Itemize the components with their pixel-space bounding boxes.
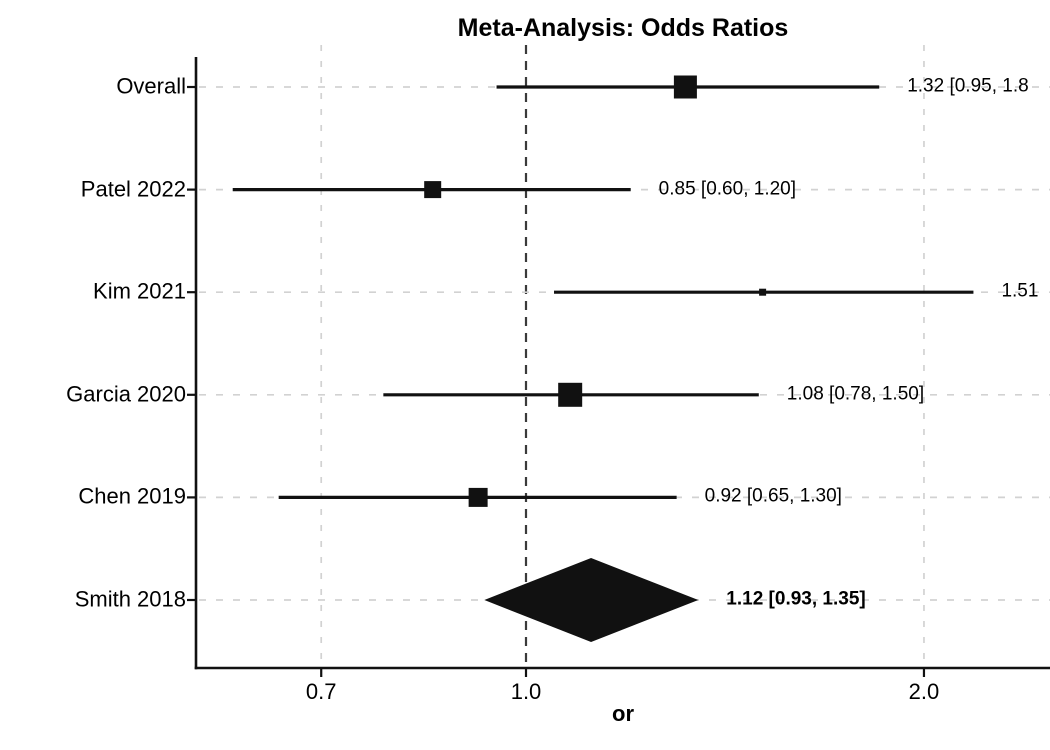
estimate-annotation: 1.08 [0.78, 1.50] [786, 383, 925, 405]
estimate-marker [468, 487, 488, 507]
estimate-annotation: 1.51 [1001, 280, 1039, 302]
study-label: Patel 2022 [80, 176, 186, 202]
x-axis-label: or [612, 701, 634, 726]
summary-diamond [484, 558, 699, 642]
x-tick-label: 1.0 [510, 679, 542, 704]
chart-title: Meta-Analysis: Odds Ratios [457, 14, 789, 42]
study-label: Overall [116, 73, 186, 99]
study-label: Chen 2019 [78, 483, 186, 509]
estimate-annotation: 0.92 [0.65, 1.30] [704, 485, 842, 507]
estimate-marker [759, 288, 767, 296]
estimate-annotation: 1.12 [0.93, 1.35] [726, 588, 866, 610]
x-tick-label: 2.0 [908, 679, 940, 704]
estimate-annotation: 1.32 [0.95, 1.8 [907, 75, 1029, 97]
x-tick-label: 0.7 [305, 679, 337, 704]
study-label: Kim 2021 [93, 278, 186, 304]
estimate-marker [424, 181, 442, 199]
study-label: Smith 2018 [74, 586, 186, 612]
estimate-marker [558, 382, 583, 407]
estimate-marker [673, 75, 697, 99]
study-label: Garcia 2020 [66, 381, 186, 407]
estimate-annotation: 0.85 [0.60, 1.20] [658, 178, 797, 200]
